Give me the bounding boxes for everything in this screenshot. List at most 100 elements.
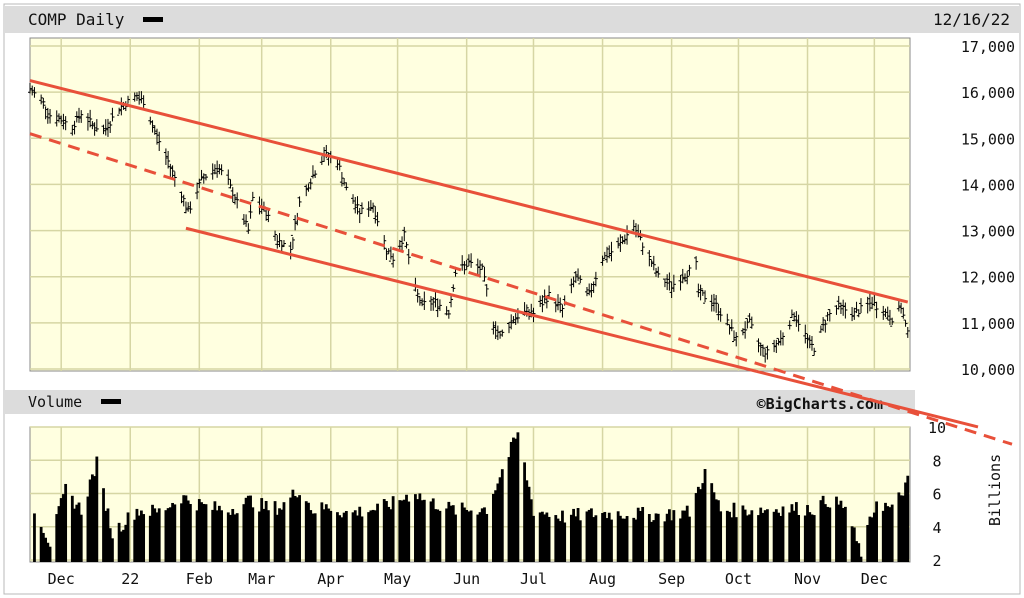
volume-bar — [679, 518, 682, 562]
volume-bar — [850, 526, 854, 562]
volume-bar — [781, 506, 785, 562]
volume-bar — [405, 494, 408, 562]
volume-bar — [543, 514, 547, 562]
volume-bar — [703, 469, 707, 562]
volume-bar — [558, 521, 562, 562]
volume-bar — [242, 504, 246, 562]
volume-bar — [476, 514, 480, 562]
volume-bar — [358, 506, 362, 562]
volume-bar — [171, 502, 174, 562]
volume-bar — [901, 495, 905, 562]
volume-bar — [400, 500, 404, 562]
volume-bar — [866, 524, 870, 562]
volume-bar — [46, 542, 50, 562]
volume-bar — [616, 511, 620, 562]
volume-bar — [260, 498, 264, 562]
volume-bar — [563, 522, 567, 562]
volume-bar — [186, 500, 190, 562]
volume-bar — [344, 511, 348, 562]
volume-bar — [356, 515, 359, 562]
volume-bar — [282, 502, 286, 562]
volume-bar — [632, 517, 636, 562]
volume-bar — [264, 500, 268, 562]
x-tick-label: Sep — [658, 570, 685, 588]
volume-bar — [122, 529, 125, 562]
volume-bar — [607, 512, 611, 562]
volume-bar — [64, 483, 68, 562]
volume-bar — [95, 456, 99, 562]
volume-bar — [258, 511, 261, 562]
dashed-trendline — [29, 132, 775, 371]
volume-bar — [855, 541, 858, 562]
volume-bar — [226, 512, 230, 562]
volume-bar — [527, 486, 531, 562]
volume-bar — [759, 507, 763, 562]
volume-bar — [438, 510, 442, 562]
volume-bar — [407, 501, 411, 562]
volume-bar — [371, 509, 375, 562]
volume-bar — [213, 501, 217, 562]
volume-header-bar — [5, 390, 915, 414]
volume-bar — [732, 502, 736, 562]
volume-bar — [578, 520, 582, 562]
volume-bar — [55, 514, 59, 562]
volume-bar — [843, 506, 847, 562]
volume-bar — [478, 512, 482, 562]
volume-bar — [498, 477, 502, 562]
volume-bar — [124, 524, 128, 562]
volume-bar — [385, 501, 388, 562]
volume-bar — [298, 495, 301, 562]
volume-bar — [373, 510, 377, 562]
volume-bar — [868, 516, 872, 562]
volume-bar — [547, 516, 551, 562]
volume-bar — [766, 509, 769, 562]
volume-bar — [153, 508, 157, 562]
volume-bar — [431, 498, 435, 562]
volume-bar — [311, 513, 315, 562]
volume-bar — [168, 507, 172, 562]
volume-bar — [525, 480, 529, 562]
volume-bar — [491, 493, 495, 562]
volume-bar — [249, 495, 252, 562]
volume-bar — [741, 505, 745, 562]
volume-bar — [574, 516, 578, 562]
volume-bar — [44, 537, 47, 562]
volume-bar — [108, 528, 112, 562]
volume-bar — [173, 504, 177, 562]
volume-bar — [554, 515, 558, 562]
volume-bar — [195, 510, 199, 562]
volume-bar — [70, 495, 74, 562]
volume-bar — [859, 556, 863, 562]
volume-bar — [62, 494, 65, 562]
volume-series — [33, 432, 910, 562]
volume-bar — [79, 514, 83, 562]
volume-bar — [906, 475, 910, 562]
x-tick-label: Mar — [248, 570, 275, 588]
volume-bar — [262, 508, 266, 562]
volume-bar — [233, 514, 237, 562]
volume-bar — [119, 531, 123, 562]
volume-tick-label: 10 — [928, 419, 946, 437]
volume-bar — [104, 510, 108, 562]
volume-bar — [654, 513, 658, 562]
volume-bar — [500, 469, 504, 562]
volume-bar — [572, 508, 575, 562]
volume-bar — [576, 508, 580, 562]
volume-bar — [516, 432, 520, 562]
x-tick-label: May — [384, 570, 411, 588]
volume-bar — [389, 509, 393, 562]
volume-bar — [204, 504, 208, 562]
volume-bar — [774, 509, 778, 562]
volume-bar — [135, 508, 139, 562]
volume-bar — [590, 508, 593, 562]
volume-bar — [460, 502, 464, 562]
volume-tick-label: 6 — [932, 486, 941, 504]
volume-bar — [545, 512, 549, 562]
volume-bar — [200, 502, 203, 562]
volume-bar — [189, 504, 192, 562]
volume-bar — [77, 502, 81, 562]
volume-bar — [496, 483, 500, 562]
volume-bar — [875, 501, 878, 562]
volume-bar — [888, 507, 892, 562]
volume-bar — [821, 495, 825, 562]
